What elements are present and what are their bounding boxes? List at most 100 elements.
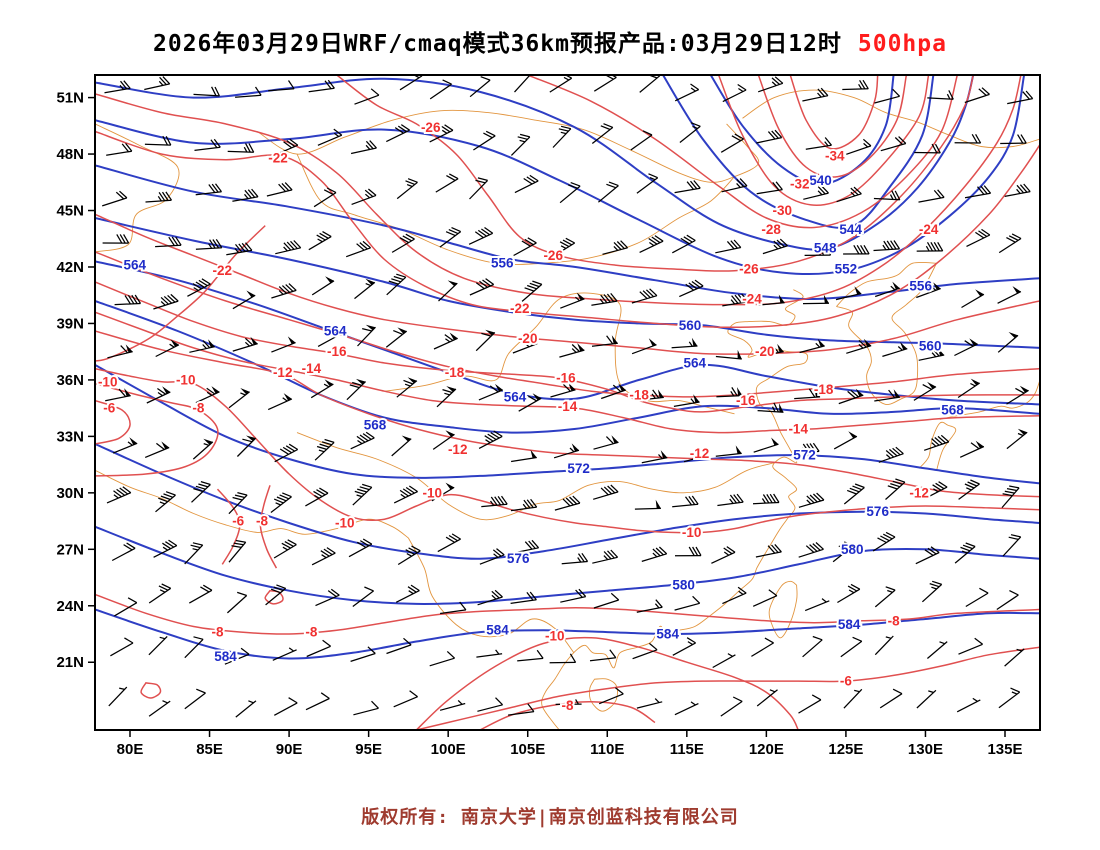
wind-barb	[552, 237, 576, 258]
wind-barb	[674, 546, 702, 557]
wind-barb	[600, 383, 627, 400]
height-contour-label: 552	[835, 261, 858, 276]
wind-barb	[1002, 534, 1022, 557]
temperature-contour-label: -8	[192, 401, 204, 416]
wind-barb	[598, 687, 624, 705]
wind-barb	[469, 177, 489, 200]
wind-barb	[357, 324, 376, 347]
wind-barb	[429, 650, 456, 667]
wind-barb	[514, 75, 531, 93]
wind-barb	[267, 393, 293, 411]
wind-barb	[236, 435, 257, 457]
wind-barb	[478, 430, 503, 449]
height-contour-label: 584	[656, 627, 679, 642]
height-contour-label: 564	[324, 324, 347, 339]
temperature-contour-label: -24	[919, 222, 939, 237]
wind-barb	[882, 341, 908, 357]
temperature-contour-label: -26	[421, 120, 441, 135]
wind-barb	[393, 690, 418, 708]
chart-title-text: 2026年03月29日WRF/cmaq模式36km预报产品:03月29日12时	[153, 31, 842, 57]
lon-tick-label: 95E	[355, 741, 382, 758]
wind-barb	[274, 697, 298, 716]
wind-barb	[683, 447, 710, 463]
wind-barb	[758, 294, 785, 306]
wind-barb	[114, 597, 138, 617]
wind-barb	[114, 294, 142, 306]
wind-barb	[306, 639, 331, 658]
wind-barb	[475, 329, 496, 352]
wind-barb	[352, 586, 374, 608]
wind-barb	[110, 637, 134, 657]
wind-barb	[602, 240, 629, 255]
wind-barb	[305, 692, 330, 711]
temperature-contour-label: -12	[273, 365, 293, 380]
wind-barb	[671, 337, 698, 349]
wind-barb	[721, 178, 748, 193]
lon-tick-label: 80E	[117, 741, 144, 758]
wind-barb	[998, 687, 1021, 709]
wind-barb	[351, 188, 377, 205]
wind-barb	[553, 443, 580, 459]
wind-barb	[958, 637, 983, 655]
lat-tick-label: 21N	[56, 654, 84, 671]
wind-barb	[751, 637, 774, 657]
wind-barb	[189, 339, 215, 353]
wind-barb	[1001, 485, 1020, 509]
wind-barb	[193, 86, 220, 97]
wind-barb	[439, 699, 466, 711]
lat-tick-label: 33N	[56, 428, 84, 445]
wind-barb	[235, 86, 262, 98]
wind-barb	[510, 591, 537, 605]
wind-barb	[477, 697, 504, 712]
wind-barb	[431, 482, 455, 502]
wind-barbs	[102, 75, 1034, 718]
temperature-contour-label: -10	[98, 374, 118, 389]
wind-barb	[875, 281, 900, 298]
temperature-contour-label: -8	[211, 625, 223, 640]
height-contour-label: 580	[841, 542, 864, 557]
wind-barb	[592, 549, 619, 564]
wind-barb	[266, 182, 293, 197]
wind-barb	[435, 173, 459, 193]
wind-barb	[561, 552, 589, 565]
wind-barb	[396, 178, 418, 200]
wind-barb	[354, 278, 376, 300]
wind-barb	[232, 188, 259, 202]
height-contour-label: 572	[793, 448, 816, 463]
wind-barb	[1004, 648, 1025, 667]
wind-barb	[803, 185, 829, 200]
temperature-contour-label: -18	[814, 382, 834, 397]
wind-barb	[191, 481, 211, 503]
wind-barb	[1004, 183, 1031, 198]
wind-barb	[145, 191, 173, 203]
wind-barb	[956, 697, 981, 713]
height-contour-label: 584	[214, 649, 237, 664]
axis-labels: 80E 85E 90E 95E 100E 105E 110E 115E 120E 125E 130E…	[56, 90, 1022, 758]
wind-barb	[636, 599, 663, 613]
wind-barb	[879, 688, 903, 709]
wind-barb	[111, 542, 136, 562]
wind-barb	[395, 584, 420, 603]
wind-barb	[753, 437, 779, 453]
lon-tick-label: 135E	[987, 741, 1022, 758]
wind-barb	[271, 283, 297, 299]
wind-barb	[916, 689, 937, 709]
wind-barb	[226, 242, 253, 256]
wind-barb	[195, 386, 220, 404]
wind-barb	[998, 233, 1022, 254]
wind-barb	[631, 288, 658, 304]
wind-barb	[673, 394, 700, 408]
wind-barb	[228, 491, 248, 515]
wind-barb	[437, 533, 461, 553]
temperature-contour-label: -8	[561, 698, 573, 713]
lat-tick-label: 42N	[56, 259, 84, 276]
wind-barb	[641, 546, 668, 562]
wind-barb	[468, 226, 494, 245]
wind-barb	[549, 75, 573, 93]
wind-barb	[639, 235, 664, 253]
wind-barb	[959, 440, 985, 458]
height-contour-label: 568	[364, 418, 387, 433]
wind-barb	[1006, 428, 1028, 450]
